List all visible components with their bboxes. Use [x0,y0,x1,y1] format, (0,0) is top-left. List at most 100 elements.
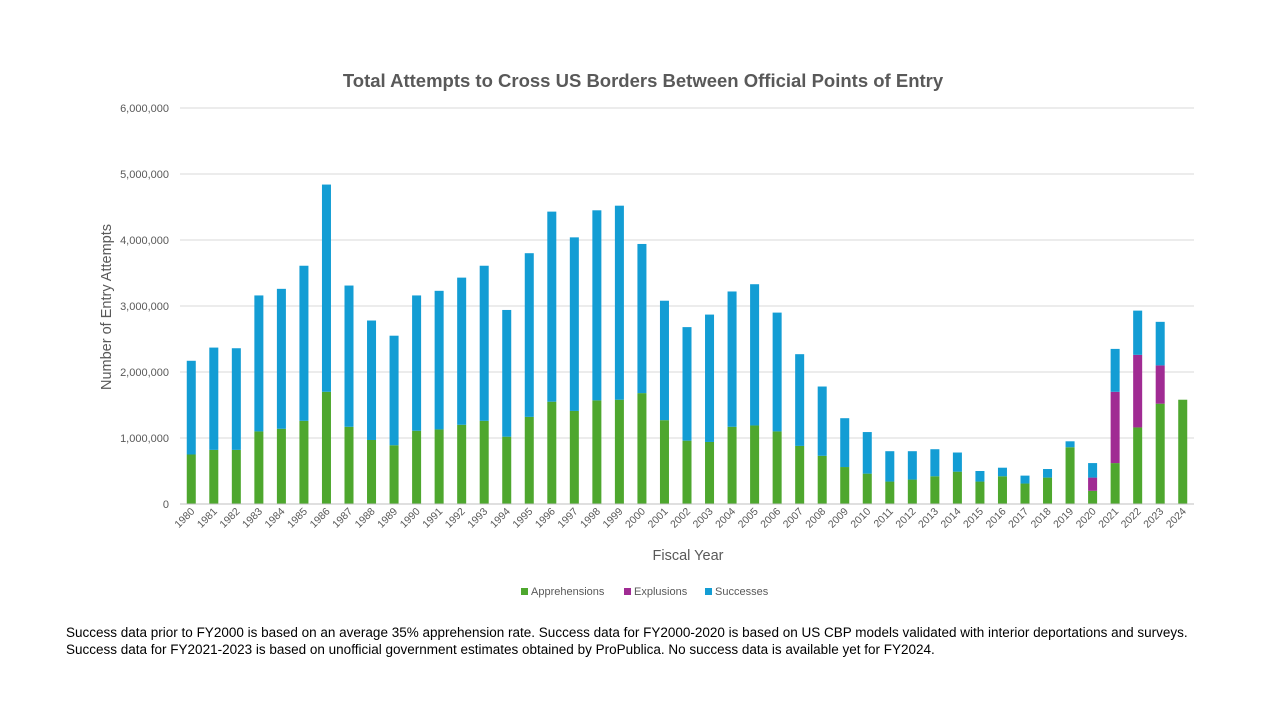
bar-successes-2021 [1110,348,1120,392]
bar-apprehensions-2011 [885,481,895,504]
bar-apprehensions-2023 [1155,403,1165,504]
bar-successes-2019 [1065,441,1075,448]
bar-successes-1995 [524,253,534,417]
bar-explusions-2020 [1088,477,1098,491]
bar-successes-2018 [1043,469,1053,478]
x-tick-label: 1987 [330,506,355,531]
y-tick-label: 1,000,000 [120,433,169,445]
bar-successes-1987 [344,285,354,427]
x-tick-label: 1983 [240,506,265,531]
legend-swatch-successes [705,588,712,595]
bar-apprehensions-1994 [502,436,512,504]
bar-successes-1994 [502,309,512,437]
bar-apprehensions-1989 [389,445,399,504]
x-tick-label: 2021 [1096,506,1121,531]
bar-apprehensions-2000 [637,393,647,504]
bar-apprehensions-2010 [862,473,872,504]
x-axis-ticks: 1980198119821983198419851986198719881989… [172,506,1189,531]
bar-successes-2023 [1155,321,1165,366]
bar-successes-1985 [299,265,309,421]
x-tick-label: 1981 [195,506,220,531]
x-tick-label: 2007 [781,506,806,531]
bar-apprehensions-1996 [547,401,557,504]
chart: Total Attempts to Cross US Borders Betwe… [99,70,1194,598]
y-axis-label: Number of Entry Attempts [99,224,115,390]
x-tick-label: 1994 [488,506,513,531]
x-tick-label: 2015 [961,506,986,531]
x-tick-label: 1985 [285,506,310,531]
bar-successes-1992 [457,277,467,425]
x-tick-label: 2024 [1164,506,1189,531]
legend-label-successes: Successes [715,586,769,598]
bar-successes-1990 [412,295,422,431]
x-tick-label: 2003 [691,506,716,531]
y-tick-label: 2,000,000 [120,367,169,379]
y-tick-label: 5,000,000 [120,169,169,181]
bar-successes-2017 [1020,475,1030,484]
bar-successes-2011 [885,451,895,482]
x-tick-label: 2023 [1141,506,1166,531]
bar-successes-2004 [727,291,737,427]
x-tick-label: 2014 [939,506,964,531]
bar-successes-2009 [840,418,850,468]
footnote: Success data prior to FY2000 is based on… [66,624,1256,658]
bar-apprehensions-1986 [321,391,331,504]
bar-apprehensions-2009 [840,467,850,504]
bar-explusions-2022 [1133,354,1143,428]
x-tick-label: 1998 [578,506,603,531]
x-tick-label: 2022 [1119,506,1144,531]
bar-successes-2002 [682,327,692,441]
legend-label-apprehensions: Apprehensions [531,586,605,598]
bar-apprehensions-2002 [682,440,692,504]
bar-apprehensions-1988 [367,439,377,504]
bar-successes-2008 [817,386,827,456]
bar-apprehensions-2004 [727,426,737,504]
bars [186,184,1188,504]
legend: Apprehensions Explusions Successes [521,586,769,598]
x-tick-label: 2000 [623,506,648,531]
bar-apprehensions-1998 [592,400,602,504]
bar-successes-2020 [1088,463,1098,478]
bar-apprehensions-2008 [817,455,827,504]
x-tick-label: 2001 [646,506,671,531]
bar-apprehensions-1982 [231,449,241,504]
x-tick-label: 1982 [217,506,242,531]
bar-apprehensions-2006 [772,431,782,504]
y-tick-label: 6,000,000 [120,103,169,115]
bar-apprehensions-2012 [907,479,917,504]
x-tick-label: 2008 [803,506,828,531]
chart-title: Total Attempts to Cross US Borders Betwe… [343,70,944,91]
bar-apprehensions-2016 [997,476,1007,504]
bar-successes-2014 [952,452,962,472]
bar-apprehensions-2014 [952,471,962,504]
y-tick-label: 3,000,000 [120,301,169,313]
bar-successes-1984 [276,288,286,429]
bar-apprehensions-1995 [524,416,534,504]
y-tick-label: 4,000,000 [120,235,169,247]
x-tick-label: 2011 [871,506,896,531]
x-tick-label: 2019 [1051,506,1076,531]
bar-successes-2015 [975,471,985,482]
bar-successes-2001 [659,300,669,421]
x-tick-label: 2012 [893,506,918,531]
x-tick-label: 2018 [1029,506,1054,531]
bar-apprehensions-2005 [750,425,760,504]
x-tick-label: 1984 [263,506,288,531]
x-tick-label: 1996 [533,506,558,531]
bar-apprehensions-2021 [1110,463,1120,504]
footnote-line-1: Success data prior to FY2000 is based on… [66,625,1188,640]
bar-successes-2016 [997,467,1007,477]
bar-apprehensions-1987 [344,426,354,504]
bar-apprehensions-2020 [1088,490,1098,504]
bar-apprehensions-2007 [795,445,805,504]
x-tick-label: 1988 [353,506,378,531]
legend-swatch-explusions [624,588,631,595]
bar-apprehensions-1981 [209,449,219,504]
bar-apprehensions-2013 [930,476,940,504]
bar-apprehensions-1992 [457,424,467,504]
bar-apprehensions-2017 [1020,483,1030,504]
bar-apprehensions-1997 [569,410,579,504]
x-tick-label: 1989 [375,506,400,531]
bar-successes-2010 [862,432,872,474]
x-tick-label: 1980 [172,506,197,531]
